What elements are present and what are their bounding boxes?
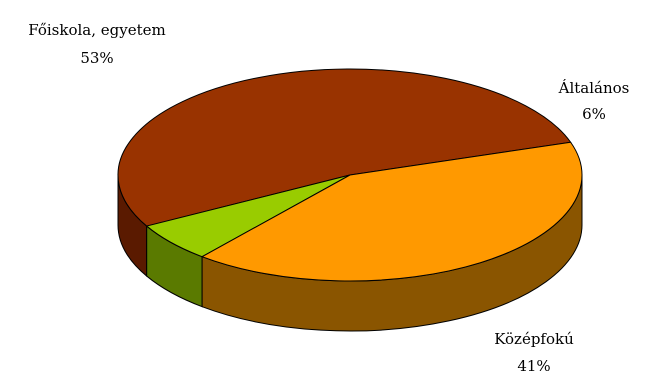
slice-value-foiskola: 53% [80, 49, 113, 67]
slice-label-kozepfoku: Középfokú 41% [494, 330, 574, 375]
slice-value-altalanos: 6% [582, 105, 606, 123]
slice-label-altalanos: Általános 6% [558, 79, 630, 123]
slice-name-kozepfoku: Középfokú [494, 330, 574, 348]
slice-name-altalanos: Általános [558, 79, 630, 97]
slice-label-foiskola: Főiskola, egyetem 53% [28, 21, 165, 67]
slice-value-kozepfoku: 41% [517, 357, 550, 375]
pie-slices [117, 68, 583, 282]
pie-sides [117, 174, 583, 332]
slice-kozepfoku [200, 141, 583, 282]
slice-foiskola [117, 68, 572, 227]
slice-name-foiskola: Főiskola, egyetem [28, 21, 165, 39]
